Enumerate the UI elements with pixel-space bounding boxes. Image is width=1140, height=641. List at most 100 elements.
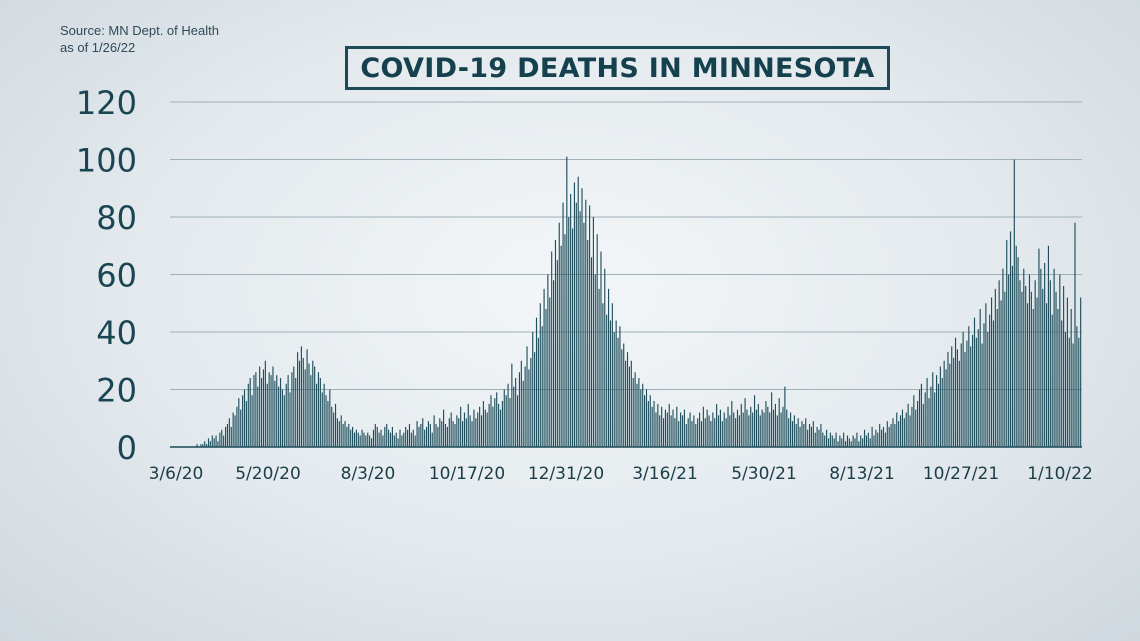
bar: [607, 288, 610, 448]
bar: [835, 432, 837, 448]
bar: [981, 343, 983, 447]
x-axis-ticks: 3/6/20 5/20/20 8/3/20 10/17/20 12/31/20 3/16/…: [149, 464, 1093, 484]
bar: [901, 409, 904, 448]
bar: [738, 415, 740, 448]
bar: [240, 409, 242, 448]
bar: [990, 297, 993, 447]
y-axis-ticks: 0 20 40 60 80 100 120: [76, 84, 137, 467]
bar: [446, 426, 448, 448]
bar: [958, 360, 960, 447]
bar: [816, 426, 818, 448]
bar: [922, 403, 924, 448]
bar: [886, 421, 888, 448]
bar: [979, 309, 981, 447]
bar: [200, 444, 202, 448]
bar: [276, 375, 278, 448]
bar: [331, 406, 333, 447]
bar: [408, 424, 411, 447]
x-tick-label: 12/31/20: [528, 464, 604, 484]
bar: [943, 360, 945, 447]
bar: [771, 392, 773, 448]
bar: [581, 188, 583, 447]
bar: [499, 409, 502, 448]
bar: [822, 432, 824, 448]
bar: [279, 378, 282, 447]
bar: [534, 352, 536, 448]
bar: [306, 349, 308, 447]
bar: [429, 424, 431, 447]
bar: [1074, 222, 1076, 447]
bar: [801, 421, 803, 448]
bar: [253, 375, 255, 448]
bar: [274, 380, 276, 448]
bar: [213, 438, 215, 448]
bar: [865, 435, 867, 447]
bar: [799, 426, 801, 448]
bar: [729, 415, 731, 448]
bar: [1063, 286, 1065, 447]
bar: [894, 424, 896, 447]
bar: [672, 409, 674, 448]
bar: [659, 415, 661, 448]
bar: [949, 363, 951, 448]
bar: [388, 429, 390, 447]
bar: [323, 383, 325, 447]
bar: [924, 392, 926, 448]
bar: [657, 403, 659, 448]
bar: [456, 415, 458, 448]
bar: [812, 421, 814, 448]
bar: [471, 421, 473, 448]
bar: [892, 418, 894, 447]
bar: [463, 412, 466, 447]
bar: [1051, 314, 1053, 447]
bar: [700, 421, 703, 448]
bar: [232, 412, 234, 447]
bar: [427, 421, 429, 448]
bar: [757, 403, 759, 448]
bar: [433, 415, 435, 448]
bar: [1066, 297, 1068, 447]
bar: [333, 412, 335, 447]
bar: [746, 409, 748, 448]
bar: [926, 378, 928, 447]
bar: [619, 326, 621, 447]
bar: [568, 217, 570, 447]
bar: [1030, 291, 1032, 447]
bar: [881, 429, 883, 447]
bar: [304, 369, 306, 448]
bar: [365, 435, 367, 447]
bar: [384, 426, 386, 448]
bar: [403, 432, 405, 448]
bar: [972, 334, 974, 448]
bar: [661, 406, 663, 447]
bar: [348, 424, 350, 447]
x-tick-label: 1/10/22: [1027, 464, 1093, 484]
bar: [871, 426, 873, 448]
bar: [293, 366, 295, 447]
bar: [407, 429, 409, 447]
bar: [784, 386, 786, 448]
bar: [1009, 231, 1012, 448]
bar: [786, 409, 788, 448]
x-tick-label: 10/17/20: [429, 464, 505, 484]
bar: [530, 357, 532, 448]
bar: [435, 424, 437, 447]
bar: [788, 418, 790, 447]
bar: [664, 409, 667, 448]
bar: [505, 395, 507, 447]
bar: [272, 366, 274, 447]
bar: [932, 372, 934, 447]
bar: [985, 303, 987, 447]
bar: [537, 337, 539, 447]
bar: [805, 418, 807, 447]
bar: [918, 389, 921, 447]
bar: [907, 403, 909, 448]
y-tick-label: 40: [96, 314, 137, 352]
bar: [755, 409, 758, 448]
x-tick-label: 3/6/20: [149, 464, 204, 484]
bars: [196, 156, 1082, 448]
bar: [598, 288, 600, 448]
bar: [539, 303, 541, 447]
bar: [854, 438, 856, 448]
bar: [759, 415, 761, 448]
